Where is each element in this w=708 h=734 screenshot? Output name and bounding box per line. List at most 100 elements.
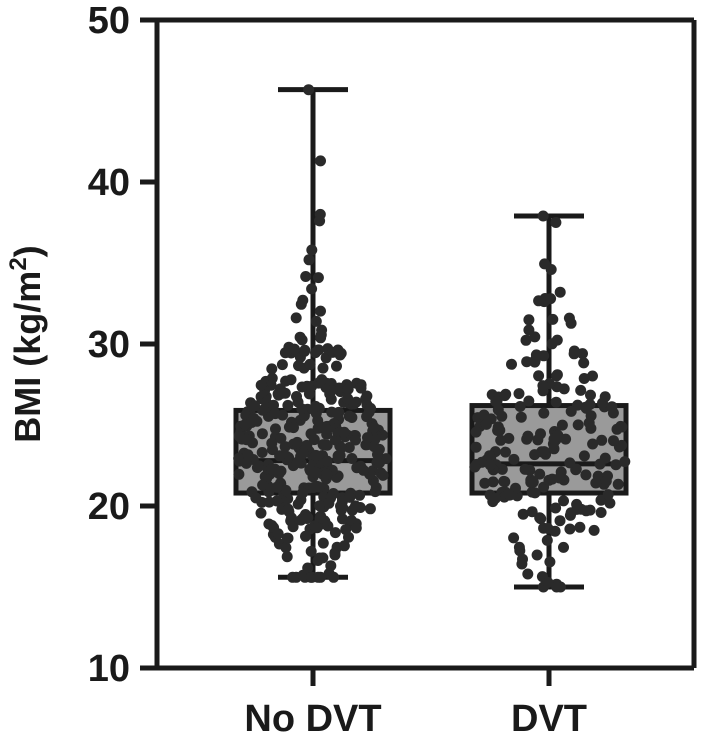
data-point (306, 283, 318, 295)
data-point (317, 552, 329, 564)
data-point (596, 434, 608, 446)
data-point (517, 508, 529, 520)
data-point (572, 419, 584, 431)
data-point (515, 411, 527, 423)
data-point (354, 489, 366, 501)
data-point (310, 467, 322, 479)
data-point (321, 455, 333, 467)
data-point (350, 434, 361, 446)
data-point (331, 360, 342, 372)
data-point (296, 403, 308, 415)
data-point (312, 415, 324, 427)
data-point (580, 505, 592, 517)
data-point (274, 450, 286, 462)
points-group-0 (233, 84, 392, 583)
data-point (299, 344, 311, 356)
data-point (320, 423, 332, 435)
data-point (470, 441, 482, 453)
data-point (332, 344, 344, 356)
data-point (526, 506, 538, 518)
data-point (314, 215, 326, 227)
data-point (271, 495, 283, 507)
data-point (287, 521, 299, 533)
data-point (290, 312, 302, 324)
data-point (288, 422, 299, 434)
data-point (294, 331, 306, 343)
data-point (276, 359, 288, 371)
y-axis-title-superscript: 2 (5, 257, 32, 270)
data-point (565, 405, 577, 417)
y-tick-label-20: 20 (88, 486, 130, 528)
data-point (292, 498, 304, 510)
data-point (377, 469, 389, 481)
data-point (326, 406, 338, 418)
data-point (329, 527, 341, 539)
data-point (604, 497, 616, 509)
data-point (364, 503, 376, 515)
data-point (550, 502, 562, 514)
data-point (610, 459, 622, 471)
data-point (523, 314, 535, 326)
data-point (578, 357, 590, 369)
data-point (312, 272, 324, 284)
data-point (240, 457, 252, 469)
data-point (282, 503, 294, 515)
data-point (266, 437, 278, 449)
y-axis-title: BMI (kg/m2) (5, 245, 48, 442)
data-point (280, 375, 292, 387)
data-point (602, 489, 614, 501)
data-point (268, 399, 279, 411)
data-point (305, 545, 317, 557)
data-point (300, 271, 312, 282)
data-point (558, 495, 569, 507)
data-point (522, 430, 534, 442)
data-point (587, 370, 598, 382)
data-point (469, 461, 481, 473)
plot-frame (157, 17, 697, 671)
data-point (571, 498, 583, 510)
y-axis-title-close: ) (7, 245, 48, 257)
data-point (506, 358, 517, 370)
data-point (532, 434, 544, 446)
data-point (288, 343, 300, 355)
data-point (531, 549, 543, 561)
data-point (534, 468, 546, 480)
data-point (519, 463, 531, 475)
data-point (373, 443, 385, 455)
y-axis-title-main: BMI (kg/m (7, 271, 48, 443)
data-point (297, 294, 309, 306)
data-point (578, 373, 590, 384)
data-point (479, 477, 491, 489)
data-point (551, 581, 563, 593)
points-group-1 (469, 210, 631, 593)
data-point (317, 439, 329, 451)
data-point (554, 472, 565, 484)
data-point (266, 363, 278, 375)
data-point (297, 487, 309, 499)
data-point (246, 417, 258, 428)
data-point (585, 389, 596, 401)
data-point (545, 293, 557, 305)
data-point (484, 459, 496, 471)
data-point (619, 456, 631, 468)
data-point (303, 254, 315, 266)
data-point (355, 382, 367, 394)
data-point (612, 478, 624, 490)
data-point (365, 402, 377, 414)
data-point (577, 348, 588, 360)
data-point (551, 369, 563, 381)
y-ticks: 10 20 30 40 50 (88, 0, 157, 690)
data-point (311, 522, 323, 534)
data-point (302, 562, 314, 574)
data-point (250, 492, 262, 504)
data-point (315, 305, 326, 317)
data-point (328, 571, 340, 583)
data-point (281, 551, 293, 563)
data-point (548, 433, 560, 445)
data-point (291, 436, 303, 448)
data-point (256, 428, 268, 440)
data-point (308, 434, 320, 446)
data-point (317, 362, 329, 374)
y-tick-label-50: 50 (88, 0, 130, 42)
data-point (556, 419, 568, 431)
